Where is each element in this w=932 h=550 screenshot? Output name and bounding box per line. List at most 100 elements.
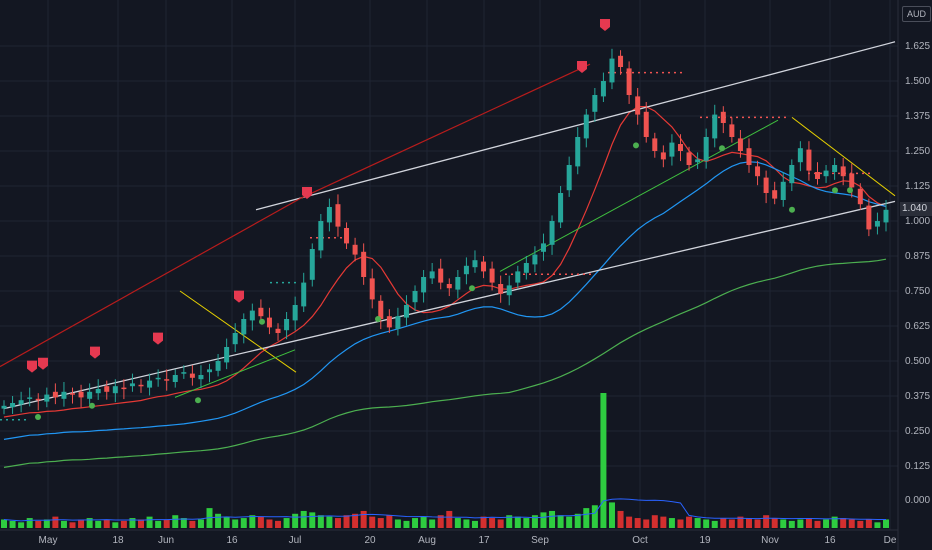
volume-bar [805,518,812,528]
volume-bar [146,516,153,528]
candle-body [866,205,872,230]
candle-body [172,375,178,382]
candle-body [832,165,838,172]
candle-body [138,384,144,387]
candle-body [207,369,213,373]
sell-signal-marker [302,187,312,199]
time-axis[interactable]: May 18 Jun 16 Jul 20 Aug 17 Sep Oct 19 Nov 16 De [39,535,897,546]
buy-signal-dot [633,142,639,149]
candle-body [489,268,495,283]
buy-signal-dot [789,206,795,213]
ma-long-line [3,258,887,468]
red-trend-line [0,198,301,368]
candle-body [164,379,170,381]
candle-body [481,261,487,272]
candle-body [386,316,392,328]
candle-body [70,393,76,395]
volume-bar [643,519,650,528]
volume-bar [155,520,162,528]
candle-body [249,310,255,321]
time-tick-label: 17 [478,535,490,546]
time-tick-label: Oct [632,535,648,546]
volume-bar [600,393,607,528]
volume-bar [523,518,530,528]
moving-average-lines [3,105,887,468]
volume-bar [454,518,461,528]
candle-body [309,249,315,280]
time-tick-label: Nov [761,535,779,546]
volume-bar [52,516,59,528]
channel-upper-line [255,41,896,211]
price-axis[interactable]: 1.625 1.500 1.375 1.250 1.125 1.000 0.875 0.750… [905,41,930,506]
volume-bar [326,516,333,528]
yellow-trend-line [791,117,896,197]
candle-body [326,207,332,223]
volume-bar [489,518,496,528]
volume-bar [557,515,564,528]
candle-body [292,305,298,321]
volume-bar [369,516,376,528]
candle-body [618,55,624,67]
candle-body [189,373,195,378]
price-tick-label: 1.500 [905,76,930,87]
candle-body [301,282,307,307]
volume-ma-line [3,498,886,522]
candle-body [352,244,358,255]
volume-bar [874,522,881,528]
time-tick-label: 16 [824,535,836,546]
volume-tick-label: 0.000 [905,495,930,506]
volume-bar [745,518,752,528]
volume-bar [60,520,67,528]
candle-body [558,193,564,223]
time-tick-label: 16 [226,535,238,546]
volume-bar [403,520,410,528]
volume-bar [292,513,299,528]
candle-body [789,165,795,184]
green-trend-line [174,349,296,398]
price-tick-label: 1.375 [905,111,930,122]
time-tick-label: 19 [699,535,711,546]
candles [1,48,889,415]
candle-body [10,403,16,408]
volume-bar [771,518,778,528]
volume-bar [232,519,239,528]
volume-bar [103,519,110,528]
candle-body [27,397,33,399]
candle-body [266,317,272,328]
ma-short-line [3,105,887,418]
price-tick-label: 0.375 [905,391,930,402]
volume-bar [694,518,701,528]
candle-body [35,398,41,401]
buy-signal-dot [89,402,95,409]
volume-bar [18,522,25,528]
volume-bar [95,520,102,528]
volume-bar [591,505,598,528]
candle-body [78,391,84,398]
volume-bar [865,519,872,528]
candle-body [626,68,632,95]
candle-body [857,188,863,205]
candle-body [635,96,641,115]
candle-body [660,152,666,160]
candle-body [583,114,589,139]
candle-body [421,277,427,293]
volume-bar [848,519,855,528]
volume-bar [35,520,42,528]
candle-body [763,177,769,193]
time-tick-label: Jul [289,535,302,546]
candle-body [344,228,350,244]
buy-signal-dot [832,187,838,194]
price-tick-label: 0.875 [905,251,930,262]
buy-signal-dot [469,285,475,292]
candle-body [532,254,538,265]
price-tick-label: 0.250 [905,426,930,437]
volume-bar [514,516,521,528]
volume-bar [651,515,658,528]
volume-bar [634,518,641,528]
sell-signal-marker [38,357,48,370]
candle-body [712,114,718,139]
price-tick-label: 0.500 [905,356,930,367]
volume-bar [446,510,453,528]
candle-body [686,152,692,165]
